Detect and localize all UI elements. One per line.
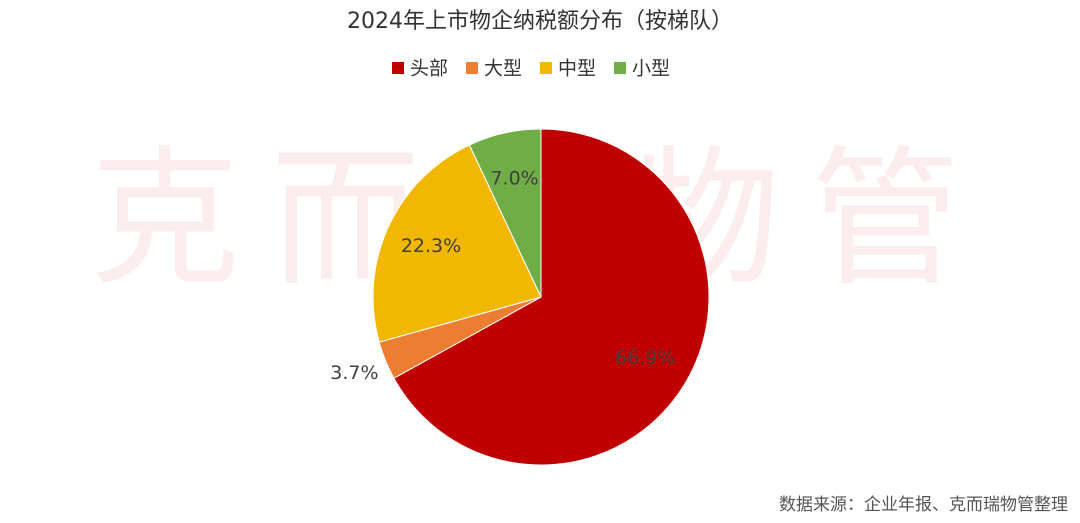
legend-label: 头部 bbox=[410, 58, 448, 80]
pie: 66.9% 3.7% 22.3% 7.0% bbox=[330, 128, 710, 466]
legend-swatch bbox=[540, 62, 552, 74]
legend-swatch bbox=[614, 62, 626, 74]
legend-label: 大型 bbox=[484, 58, 522, 80]
legend-label: 中型 bbox=[558, 58, 596, 80]
data-label: 7.0% bbox=[490, 167, 538, 189]
source-note: 数据来源：企业年报、克而瑞物管整理 bbox=[779, 495, 1068, 515]
pie-slice bbox=[468, 128, 542, 298]
legend-swatch bbox=[392, 62, 404, 74]
legend: 头部 大型 中型 小型 bbox=[392, 58, 670, 80]
data-label: 22.3% bbox=[401, 235, 461, 257]
data-label: 66.9% bbox=[615, 347, 675, 369]
pie-slice bbox=[372, 144, 542, 343]
legend-swatch bbox=[466, 62, 478, 74]
pie-slice bbox=[393, 128, 710, 466]
chart-title: 2024年上市物企纳税额分布（按梯队） bbox=[347, 9, 733, 34]
legend-label: 小型 bbox=[632, 58, 670, 80]
data-label: 3.7% bbox=[330, 362, 378, 384]
